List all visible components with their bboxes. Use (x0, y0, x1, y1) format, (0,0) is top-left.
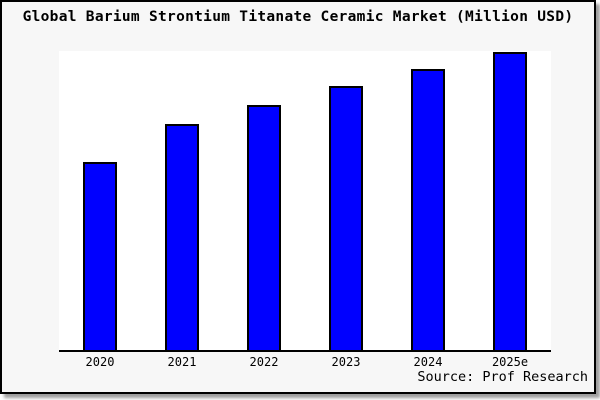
bar-2025e (493, 52, 527, 350)
plot-area (59, 51, 551, 352)
source-note: Source: Prof Research (417, 369, 588, 385)
bar-slot-2021 (141, 51, 223, 350)
chart-figure: Global Barium Strontium Titanate Ceramic… (0, 0, 596, 394)
bar-2023 (329, 86, 363, 350)
bars-container (59, 51, 551, 350)
chart-title: Global Barium Strontium Titanate Ceramic… (22, 9, 574, 25)
x-tick-label-2021: 2021 (167, 355, 197, 369)
bar-2022 (247, 105, 281, 350)
x-tick-label-2023: 2023 (331, 355, 361, 369)
x-tick-label-2024: 2024 (413, 355, 443, 369)
bar-slot-2020 (59, 51, 141, 350)
bar-2021 (165, 124, 199, 350)
x-tick-label-2022: 2022 (249, 355, 279, 369)
bar-slot-2022 (223, 51, 305, 350)
bar-2020 (83, 162, 117, 350)
x-axis-tick-labels: 2020 2021 2022 2023 2024 2025e (59, 355, 551, 369)
x-tick-label-2025e: 2025e (491, 355, 529, 369)
x-tick-label-2020: 2020 (85, 355, 115, 369)
bar-slot-2025e (469, 51, 551, 350)
bar-slot-2024 (387, 51, 469, 350)
bar-2024 (411, 69, 445, 350)
bar-slot-2023 (305, 51, 387, 350)
